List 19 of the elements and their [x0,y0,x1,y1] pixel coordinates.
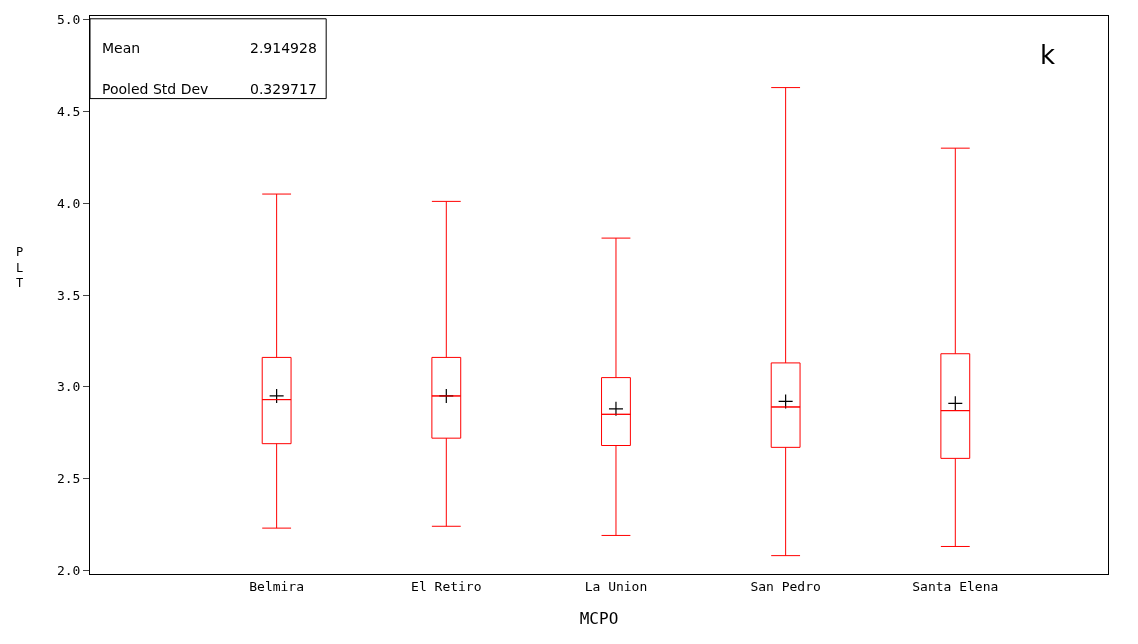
annotation: Pooled Std Dev [102,81,209,97]
annotation: Mean [102,40,141,56]
y-tick-label: 4.5 [56,104,81,119]
x-tick-label: Santa Elena [912,578,999,594]
x-axis-title: MCPO [579,609,619,629]
y-axis-title: PLT [16,245,24,291]
annotation: 0.329717 [250,81,317,97]
y-tick-label: 2.5 [56,471,81,487]
y-tick-label: 4.0 [56,195,81,211]
x-tick-label: San Pedro [750,578,821,594]
annotation: 2.914928 [250,40,317,56]
x-tick-label: Belmira [249,578,305,594]
annotation: k [1040,40,1056,70]
y-tick-label: 3.0 [56,379,81,395]
y-tick-label: 2.0 [56,562,81,578]
y-tick-label: 5.0 [56,12,81,28]
y-tick-label: 3.5 [56,287,81,303]
x-tick-label: El Retiro [411,578,482,594]
x-tick-label: La Union [584,578,648,594]
